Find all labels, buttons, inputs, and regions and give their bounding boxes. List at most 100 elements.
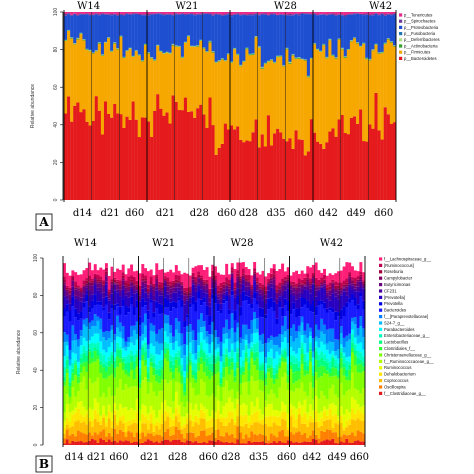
bar-segment-CF231 bbox=[152, 295, 156, 301]
bar-segment-p__Deferribacteres bbox=[230, 61, 234, 63]
bar-segment-Enterobacteriaceae_g__ bbox=[191, 362, 195, 371]
bar-segment-f__Ruminococcaceae_g__ bbox=[359, 393, 363, 408]
bar-segment-Campylobacter bbox=[130, 281, 134, 283]
bar-segment-Lactobacillus bbox=[230, 357, 234, 363]
bar-segment-Oscillospira bbox=[63, 438, 66, 444]
bar-segment-f__Ruminococcaceae_g__ bbox=[127, 387, 131, 411]
bar-segment-Parabacteroides bbox=[300, 335, 304, 343]
bar-segment-Coprococcus bbox=[331, 428, 335, 433]
bar-segment-p__Tenericutes bbox=[67, 12, 71, 14]
bar-segment-p__Spirochaetes bbox=[257, 14, 261, 16]
bar-segment-Coprococcus bbox=[163, 421, 167, 432]
bar-segment-p__Actinobacteria bbox=[230, 62, 234, 63]
panel-b-legend: f__Lachnospiraceae_g__[Ruminococcus]Rose… bbox=[379, 256, 434, 396]
bar-segment-Oscillospira bbox=[85, 434, 89, 443]
bar-segment-p__Spirochaetes bbox=[103, 13, 108, 15]
bar-segment-Prevotella bbox=[345, 302, 349, 308]
bar-segment-Enterobacteriaceae_g__ bbox=[353, 344, 357, 351]
bar-segment-Parabacteroides bbox=[127, 346, 131, 355]
bar-segment-Prevotella bbox=[146, 310, 150, 320]
day-label: d21 bbox=[140, 452, 159, 463]
bar-segment-[Prevotella] bbox=[138, 301, 142, 317]
panel-b-day-labels: d14 d21 d60 d21 d28 d60 d28 d35 d60 d42 d49 d60 bbox=[65, 452, 369, 463]
bar-segment-Clostridiales_f__ bbox=[219, 383, 223, 387]
bar-segment-[Ruminococcus] bbox=[188, 287, 192, 291]
bar-segment-Christensenellaceae_g__ bbox=[275, 379, 279, 398]
bar-segment-Enterobacteriaceae_g__ bbox=[309, 342, 313, 349]
bar-segment-f__[Paraprevotellaceae] bbox=[96, 316, 100, 321]
bar-segment-p__Fusobacteria bbox=[208, 40, 212, 42]
bar-segment-Roseburia bbox=[295, 286, 299, 288]
bar-segment-[Ruminococcus] bbox=[320, 277, 324, 282]
bar-segment-CF231 bbox=[314, 290, 318, 297]
bar-segment-S24-7_g__ bbox=[320, 331, 324, 342]
bar-segment-p__Bacteroidetes bbox=[309, 119, 314, 200]
bar-segment-p__Spirochaetes bbox=[85, 13, 89, 15]
bar-segment-Lactobacillus bbox=[219, 377, 223, 384]
bar-segment-Enterobacteriaceae_g__ bbox=[236, 347, 240, 353]
bar-segment-Enterobacteriaceae_g__ bbox=[163, 341, 167, 349]
bar-segment-Prevotella bbox=[177, 297, 181, 301]
bar-segment-p__Actinobacteria bbox=[356, 42, 360, 44]
bar-segment-p__Tenericutes bbox=[147, 12, 151, 15]
bar-segment-f__Lachnospiraceae_g__ bbox=[339, 270, 343, 283]
bar-segment-p__Bacteroidetes bbox=[76, 102, 80, 200]
bar-segment-Clostridiales_f__ bbox=[258, 370, 262, 380]
bar-segment-Prevotella bbox=[188, 303, 192, 308]
bar-segment-Roseburia bbox=[239, 278, 243, 281]
bar-segment-p__Proteobacteria bbox=[85, 14, 89, 49]
bar-segment-Lactobacillus bbox=[303, 361, 307, 371]
bar-segment-[Prevotella] bbox=[121, 289, 125, 300]
bar-segment-f__[Paraprevotellaceae] bbox=[110, 325, 114, 330]
bar-segment-Coprococcus bbox=[241, 426, 245, 439]
bar-segment-p__Proteobacteria bbox=[306, 14, 311, 76]
bar-segment-Oscillospira bbox=[362, 433, 366, 442]
bar-segment-p__Proteobacteria bbox=[208, 14, 212, 41]
bar-segment-Clostridiales_f__ bbox=[160, 369, 164, 380]
bar-segment-p__Tenericutes bbox=[303, 12, 307, 14]
bar-segment-S24-7_g__ bbox=[71, 340, 75, 353]
bar-segment-Prevotella bbox=[281, 307, 285, 317]
bar-segment-Clostridiales_f__ bbox=[155, 374, 159, 382]
bar-segment-p__Tenericutes bbox=[236, 12, 240, 14]
bar-segment-p__Bacteroidetes bbox=[202, 114, 206, 200]
bar-segment-Parabacteroides bbox=[255, 332, 259, 343]
bar-segment-f__Ruminococcaceae_g__ bbox=[188, 382, 192, 404]
bar-segment-Clostridiales_f__ bbox=[107, 366, 111, 376]
bar-segment-Lactobacillus bbox=[174, 356, 178, 360]
bar-segment-p__Fusobacteria bbox=[220, 58, 224, 59]
bar-segment-S24-7_g__ bbox=[325, 343, 329, 350]
day-label: d28 bbox=[190, 208, 209, 219]
bar-segment-f__Clostridiaceae_g__ bbox=[71, 440, 75, 445]
bar-segment-p__Spirochaetes bbox=[113, 13, 117, 15]
bar-segment-f__Clostridiaceae_g__ bbox=[303, 441, 307, 445]
bar-segment-[Prevotella] bbox=[88, 296, 92, 307]
bar-segment-p__Bacteroidetes bbox=[285, 141, 289, 200]
bar-segment-Clostridiales_f__ bbox=[353, 355, 357, 366]
bar-segment-p__Proteobacteria bbox=[150, 14, 154, 58]
bar-segment-Coprococcus bbox=[76, 420, 80, 431]
bar-segment-p__Actinobacteria bbox=[386, 38, 390, 40]
bar-segment-S24-7_g__ bbox=[351, 321, 354, 330]
bar-segment-p__Firmicutes bbox=[119, 36, 123, 115]
bar-segment-p__Tenericutes bbox=[313, 12, 317, 14]
bar-segment-S24-7_g__ bbox=[303, 334, 307, 344]
bar-segment-Dehalobacterium bbox=[258, 419, 262, 424]
bar-segment-Lactobacillus bbox=[135, 355, 139, 358]
bar-segment-Campylobacter bbox=[169, 285, 173, 289]
bar-segment-p__Tenericutes bbox=[70, 12, 74, 15]
bar-segment-Parabacteroides bbox=[152, 346, 156, 356]
bar-segment-f__[Paraprevotellaceae] bbox=[172, 336, 176, 343]
bar-segment-f__Ruminococcaceae_g__ bbox=[194, 395, 198, 404]
bar-segment-Clostridiales_f__ bbox=[297, 371, 301, 380]
bar-segment-[Prevotella] bbox=[227, 296, 231, 310]
bar-segment-[Prevotella] bbox=[278, 296, 282, 302]
bar-segment-Lactobacillus bbox=[233, 370, 237, 377]
bar-segment-Enterobacteriaceae_g__ bbox=[90, 343, 94, 352]
bar-segment-f__Clostridiaceae_g__ bbox=[104, 441, 108, 445]
bar-segment-p__Tenericutes bbox=[276, 12, 280, 15]
bar-segment-Campylobacter bbox=[303, 284, 307, 286]
bar-segment-p__Bacteroidetes bbox=[297, 139, 301, 200]
bar-segment-Prevotella bbox=[163, 297, 167, 308]
